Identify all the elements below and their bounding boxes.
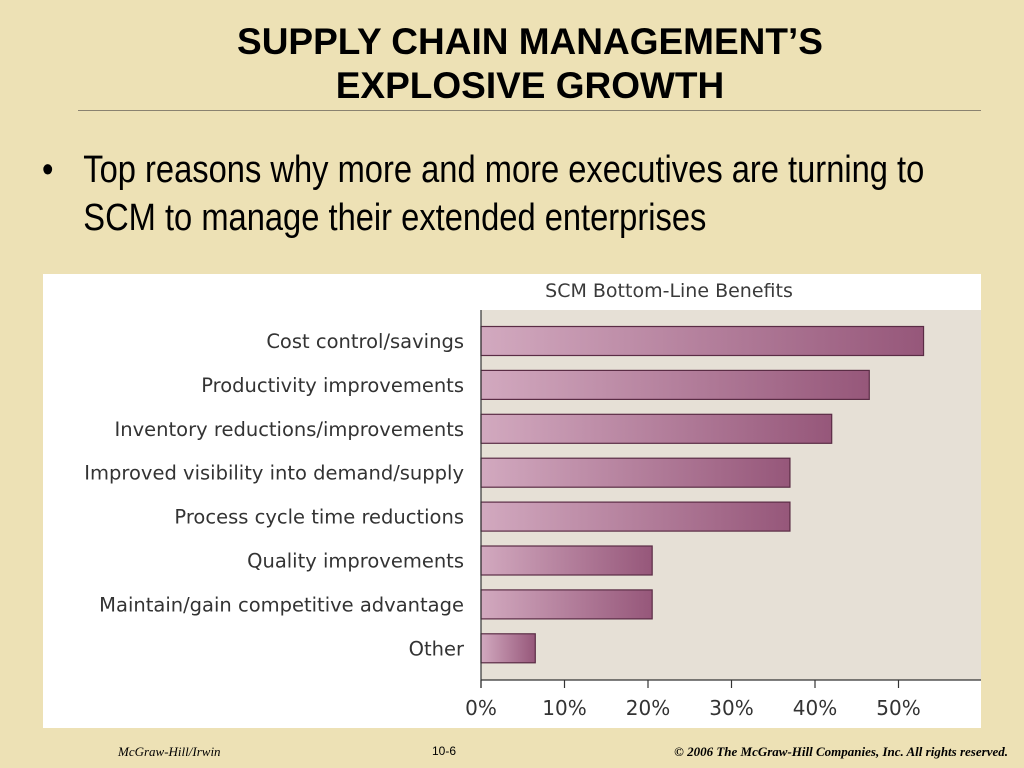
bar-chart: SCM Bottom-Line Benefits Cost control/sa… xyxy=(84,280,981,720)
category-label: Quality improvements xyxy=(247,550,464,573)
category-label: Cost control/savings xyxy=(266,330,464,353)
x-tick-label: 10% xyxy=(542,696,586,720)
title-divider xyxy=(78,110,981,111)
category-label: Other xyxy=(409,637,465,660)
bar xyxy=(480,545,653,576)
category-label: Productivity improvements xyxy=(201,374,464,397)
chart-panel: SCM Bottom-Line Benefits Cost control/sa… xyxy=(43,274,981,728)
category-label: Inventory reductions/improvements xyxy=(115,418,464,441)
x-tick-label: 20% xyxy=(626,696,670,720)
slide-title-line-2: EXPLOSIVE GROWTH xyxy=(335,65,725,106)
plot-area xyxy=(481,310,981,680)
category-label: Process cycle time reductions xyxy=(174,506,464,529)
bullet-text: Top reasons why more and more executives… xyxy=(83,149,925,239)
bar xyxy=(480,501,791,532)
category-label: Maintain/gain competitive advantage xyxy=(99,593,464,616)
bar xyxy=(480,369,870,401)
slide-title: SUPPLY CHAIN MANAGEMENT’S EXPLOSIVE GROW… xyxy=(80,20,980,108)
bullet-dot-icon: • xyxy=(42,149,54,191)
category-label: Improved visibility into demand/supply xyxy=(84,462,464,485)
x-tick-label: 0% xyxy=(465,696,497,720)
footer-publisher: McGraw-Hill/Irwin xyxy=(118,744,221,759)
x-tick-label: 30% xyxy=(709,696,753,720)
footer-copyright: © 2006 The McGraw-Hill Companies, Inc. A… xyxy=(674,744,1008,759)
bar xyxy=(480,589,653,620)
slide-title-line-1: SUPPLY CHAIN MANAGEMENT’S xyxy=(237,21,823,62)
x-tick-label: 50% xyxy=(876,696,920,720)
bar xyxy=(480,457,791,488)
bar xyxy=(480,413,833,444)
bar xyxy=(480,325,925,357)
x-tick-label: 40% xyxy=(793,696,837,720)
chart-title: SCM Bottom-Line Benefits xyxy=(545,280,793,302)
bar xyxy=(480,633,536,664)
footer-page-number: 10-6 xyxy=(432,744,457,758)
